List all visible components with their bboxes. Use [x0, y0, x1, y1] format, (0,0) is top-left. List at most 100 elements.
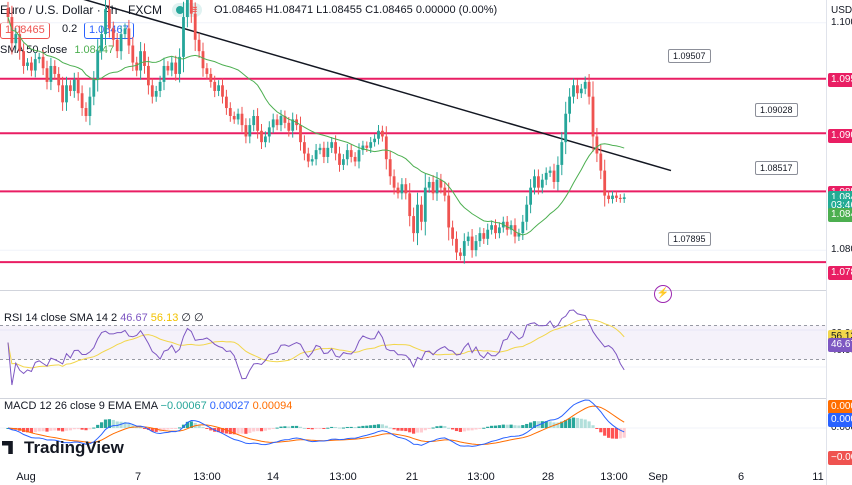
candle-body: [33, 59, 37, 71]
candle-body: [26, 62, 29, 66]
macd-histogram-bar: [380, 424, 384, 428]
macd-histogram-bar: [439, 425, 443, 428]
macd-histogram-bar: [135, 427, 139, 429]
macd-histogram-bar: [400, 428, 404, 431]
macd-histogram-bar: [189, 421, 193, 428]
macd-histogram-bar: [361, 425, 365, 428]
pane-separator[interactable]: [0, 398, 826, 399]
time-tick-label: 13:00: [467, 471, 495, 483]
macd-histogram-bar: [603, 428, 607, 436]
candle-body: [400, 184, 404, 194]
macd-histogram-bar: [622, 428, 626, 438]
candle-body: [252, 116, 256, 126]
candle-body: [599, 153, 603, 171]
candle-body: [76, 79, 80, 94]
candle-body: [189, 0, 193, 14]
macd-histogram-bar: [369, 425, 373, 428]
lightning-icon[interactable]: ⚡: [654, 285, 672, 303]
macd-histogram-bar: [575, 418, 579, 428]
macd-histogram-bar: [263, 428, 267, 431]
macd-histogram-bar: [139, 427, 143, 429]
macd-histogram-bar: [259, 428, 264, 432]
candle-body: [260, 130, 263, 143]
rsi-band: [0, 325, 826, 360]
candle-body: [509, 225, 513, 230]
candle-body: [579, 88, 583, 94]
time-tick-label: 7: [134, 471, 142, 483]
candle-body: [221, 85, 224, 97]
macd-histogram-bar: [458, 428, 462, 432]
macd-histogram-bar: [341, 427, 345, 429]
candle-body: [572, 85, 575, 97]
candle-body: [240, 113, 244, 126]
macd-histogram-bar: [271, 428, 275, 429]
candle-body: [517, 233, 521, 237]
candle-body: [174, 62, 178, 74]
pane-separator[interactable]: [0, 290, 826, 291]
macd-histogram-bar: [345, 426, 349, 428]
level-label: 1.09507: [668, 48, 711, 63]
currency-label[interactable]: USD: [831, 5, 852, 16]
macd-histogram-bar: [334, 426, 338, 428]
tradingview-logo[interactable]: TradingView: [2, 438, 124, 458]
macd-histogram-bar: [224, 428, 228, 434]
macd-badge: 0.0009: [828, 400, 852, 414]
candle-body: [427, 181, 431, 188]
candle-body: [123, 28, 127, 35]
candle-body: [69, 85, 72, 91]
candle-body: [37, 56, 41, 60]
macd-histogram-bar: [415, 428, 420, 433]
candle-body: [455, 238, 458, 253]
candle-body: [416, 204, 419, 234]
candle-body: [560, 142, 564, 165]
macd-histogram-bar: [119, 421, 123, 428]
candle-body: [381, 130, 384, 137]
candle-body: [618, 197, 622, 200]
candle-body: [474, 241, 478, 251]
candle-body: [275, 119, 279, 126]
macd-histogram-bar: [501, 424, 505, 428]
macd-pane: [6, 399, 626, 447]
candle-body: [388, 159, 392, 177]
macd-histogram-bar: [291, 425, 295, 428]
macd-histogram-bar: [490, 425, 494, 428]
macd-histogram-bar: [201, 427, 205, 429]
macd-histogram-bar: [53, 428, 57, 431]
symbol-title[interactable]: Euro / U.S. Dollar · 4h · FXCM: [0, 3, 163, 17]
rsi-legend[interactable]: RSI 14 close SMA 14 2 46.67 56.13 ∅ ∅: [4, 311, 204, 324]
macd-histogram-bar: [306, 428, 310, 429]
candle-body: [139, 51, 142, 71]
macd-histogram-bar: [607, 428, 611, 438]
macd-histogram-bar: [287, 426, 291, 428]
macd-histogram-bar: [318, 428, 322, 429]
candle-body: [197, 39, 201, 52]
time-tick-label: 21: [405, 471, 419, 483]
macd-histogram-bar: [357, 426, 361, 428]
macd-badge: −0.0006: [828, 451, 852, 465]
macd-histogram-bar: [107, 419, 111, 428]
macd-histogram-bar: [614, 428, 618, 439]
candle-body: [345, 150, 349, 160]
candle-body: [108, 9, 111, 29]
rsi-legend-label: RSI 14 close SMA 14 2: [4, 312, 118, 324]
rsi-value: 46.67: [120, 312, 148, 324]
candle-body: [435, 179, 439, 194]
candle-body: [147, 65, 150, 86]
macd-histogram-bar: [197, 424, 201, 428]
price-badge: 1.0780: [828, 265, 852, 280]
rsi-ma-line: [7, 318, 625, 369]
macd-histogram-bar: [396, 428, 400, 431]
candle-body: [92, 79, 96, 97]
price-tick-label: 1.08000: [831, 244, 852, 256]
candle-body: [365, 145, 369, 148]
price-badge: 1.0900: [828, 129, 852, 144]
candle-body: [6, 7, 10, 18]
candle-body: [451, 227, 454, 239]
candle-body: [267, 127, 271, 137]
macd-legend[interactable]: MACD 12 26 close 9 EMA EMA −0.00067 0.00…: [4, 400, 292, 412]
macd-histogram-bar: [314, 428, 318, 429]
wave-icon: ≋: [189, 4, 199, 16]
macd-histogram-bar: [349, 426, 353, 428]
macd-histogram-bar: [419, 428, 423, 433]
